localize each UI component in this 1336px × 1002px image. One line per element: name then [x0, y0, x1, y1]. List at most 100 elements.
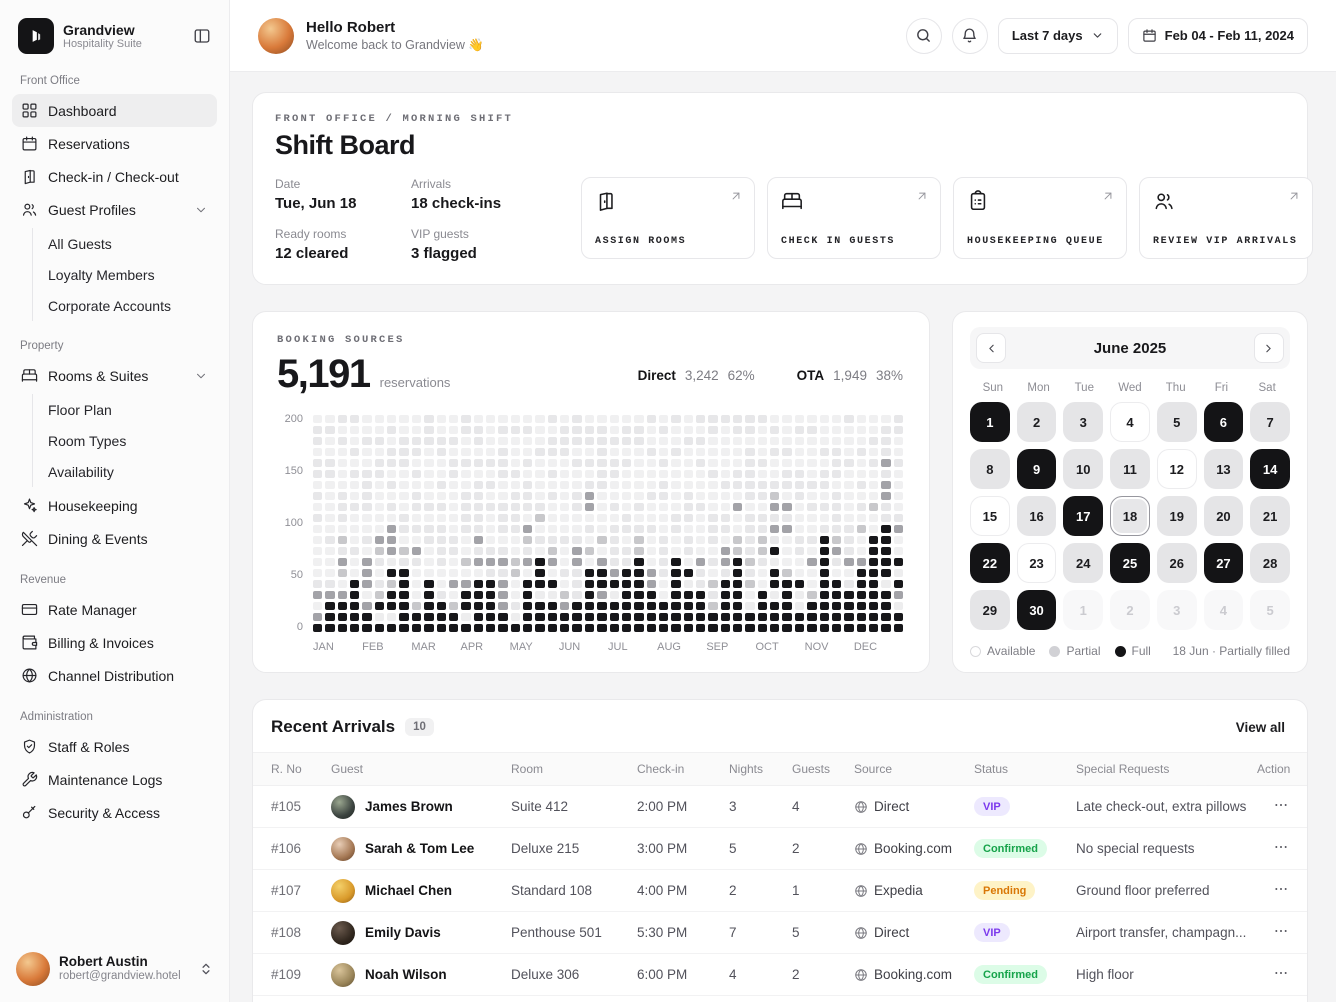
- calendar-day-4[interactable]: 4: [1110, 402, 1150, 442]
- waffle-cell: [584, 602, 595, 610]
- weekday-label: Wed: [1118, 382, 1142, 394]
- row-actions-button[interactable]: [1253, 839, 1293, 858]
- calendar-day-25[interactable]: 25: [1110, 543, 1150, 583]
- calendar-day-16[interactable]: 16: [1016, 496, 1057, 536]
- sidebar-item-dashboard[interactable]: Dashboard: [12, 94, 217, 127]
- waffle-cell: [498, 602, 508, 610]
- waffle-cell: [350, 437, 360, 445]
- waffle-cell: [658, 492, 669, 500]
- notifications-button[interactable]: [951, 17, 988, 54]
- view-all-link[interactable]: View all: [1235, 719, 1285, 735]
- special-requests-cell: High floor: [1076, 967, 1134, 982]
- status-cell: VIP: [970, 923, 1072, 942]
- sidebar-item-check-in-check-out[interactable]: Check-in / Check-out: [12, 160, 217, 193]
- calendar-day-22[interactable]: 22: [970, 543, 1010, 583]
- action-tile-housekeeping-queue[interactable]: HOUSEKEEPING QUEUE: [953, 177, 1127, 259]
- action-tile-assign-rooms[interactable]: ASSIGN ROOMS: [581, 177, 755, 259]
- calendar-day-15[interactable]: 15: [970, 496, 1010, 536]
- search-button[interactable]: [905, 17, 942, 54]
- calendar-day-9[interactable]: 9: [1016, 449, 1057, 489]
- calendar-day-13[interactable]: 13: [1203, 449, 1244, 489]
- sidebar-subitem-room-types[interactable]: Room Types: [48, 432, 127, 449]
- calendar-day-24[interactable]: 24: [1063, 543, 1104, 583]
- sidebar-user[interactable]: Robert Austin robert@grandview.hotel: [12, 946, 217, 988]
- action-tile-check-in-guests[interactable]: CHECK IN GUESTS: [767, 177, 941, 259]
- waffle-cell: [782, 426, 792, 434]
- waffle-cell: [646, 492, 656, 500]
- room-cell: Standard 108: [511, 883, 593, 898]
- waffle-cell: [572, 569, 582, 577]
- calendar-day-30[interactable]: 30: [1016, 590, 1057, 630]
- sidebar-item-dining-events[interactable]: Dining & Events: [12, 522, 217, 555]
- sidebar-item-billing-invoices[interactable]: Billing & Invoices: [12, 626, 217, 659]
- sidebar-subitem-floor-plan[interactable]: Floor Plan: [48, 401, 112, 418]
- row-actions-button[interactable]: [1253, 797, 1293, 816]
- calendar-day-27[interactable]: 27: [1203, 543, 1244, 583]
- calendar-day-29[interactable]: 29: [970, 590, 1010, 630]
- waffle-cell: [411, 547, 422, 555]
- calendar-day-8[interactable]: 8: [970, 449, 1010, 489]
- calendar-day-17[interactable]: 17: [1063, 496, 1104, 536]
- sidebar-item-guest-profiles[interactable]: Guest Profiles: [12, 193, 217, 226]
- calendar-day-18[interactable]: 18: [1110, 496, 1150, 536]
- calendar-day-26[interactable]: 26: [1156, 543, 1197, 583]
- calendar-day-20[interactable]: 20: [1203, 496, 1244, 536]
- sidebar-toggle-icon[interactable]: [191, 25, 213, 47]
- range-select[interactable]: Last 7 days: [997, 17, 1118, 54]
- waffle-cell: [448, 536, 459, 544]
- sidebar-item-housekeeping[interactable]: Housekeeping: [12, 489, 217, 522]
- waffle-cell: [757, 558, 768, 566]
- row-actions-button[interactable]: [1253, 923, 1293, 942]
- calendar-day-1[interactable]: 1: [970, 402, 1010, 442]
- chevrons-up-down-icon[interactable]: [199, 962, 213, 976]
- arrivals-count-badge: 10: [405, 718, 434, 736]
- calendar-day-3[interactable]: 3: [1063, 402, 1104, 442]
- room-cell: Deluxe 306: [511, 967, 580, 982]
- sidebar-item-reservations[interactable]: Reservations: [12, 127, 217, 160]
- row-actions-button[interactable]: [1253, 881, 1293, 900]
- calendar-day-14[interactable]: 14: [1250, 449, 1290, 489]
- sidebar-subitem-loyalty-members[interactable]: Loyalty Members: [48, 266, 155, 283]
- sidebar-item-maintenance-logs[interactable]: Maintenance Logs: [12, 763, 217, 796]
- sidebar-subitem-corporate-accounts[interactable]: Corporate Accounts: [48, 297, 171, 314]
- calendar-day-28[interactable]: 28: [1250, 543, 1290, 583]
- weekday-label: Fri: [1214, 382, 1229, 394]
- calendar-day-19[interactable]: 19: [1156, 496, 1197, 536]
- sidebar-item-staff-roles[interactable]: Staff & Roles: [12, 730, 217, 763]
- waffle-cell: [695, 602, 706, 610]
- waffle-cell: [461, 591, 471, 599]
- sidebar-item-rooms-suites[interactable]: Rooms & Suites: [12, 359, 217, 392]
- calendar-day-11[interactable]: 11: [1110, 449, 1150, 489]
- calendar-day-23[interactable]: 23: [1016, 543, 1057, 583]
- calendar-day-10[interactable]: 10: [1063, 449, 1104, 489]
- waffle-cell: [683, 503, 693, 511]
- nav-section-label: Administration: [20, 711, 93, 723]
- calendar-prev-button[interactable]: [976, 333, 1006, 363]
- waffle-cell: [448, 492, 459, 500]
- calendar-day-7[interactable]: 7: [1250, 402, 1290, 442]
- waffle-cell: [757, 602, 768, 610]
- action-tile-review-vip-arrivals[interactable]: REVIEW VIP ARRIVALS: [1139, 177, 1313, 259]
- waffle-cell: [473, 470, 483, 478]
- sidebar-item-channel-distribution[interactable]: Channel Distribution: [12, 659, 217, 692]
- waffle-cell: [782, 514, 792, 522]
- row-actions-button[interactable]: [1253, 965, 1293, 984]
- calendar-day-2[interactable]: 2: [1016, 402, 1057, 442]
- waffle-cell: [337, 426, 348, 434]
- calendar-day-12[interactable]: 12: [1156, 449, 1197, 489]
- calendar-day-21[interactable]: 21: [1250, 496, 1290, 536]
- sidebar-subitem-availability[interactable]: Availability: [48, 463, 114, 480]
- sidebar-item-security-access[interactable]: Security & Access: [12, 796, 217, 829]
- sidebar-item-rate-manager[interactable]: Rate Manager: [12, 593, 217, 626]
- waffle-cell: [473, 481, 483, 489]
- waffle-cell: [597, 613, 607, 621]
- sidebar-subitem-all-guests[interactable]: All Guests: [48, 235, 112, 252]
- calendar-day-5[interactable]: 5: [1156, 402, 1197, 442]
- date-range-picker[interactable]: Feb 04 - Feb 11, 2024: [1127, 17, 1308, 54]
- waffle-cell: [362, 558, 372, 566]
- calendar-day-6[interactable]: 6: [1203, 402, 1244, 442]
- waffle-cell: [535, 525, 545, 533]
- waffle-cell: [374, 481, 385, 489]
- waffle-cell: [547, 514, 558, 522]
- calendar-next-button[interactable]: [1253, 333, 1284, 363]
